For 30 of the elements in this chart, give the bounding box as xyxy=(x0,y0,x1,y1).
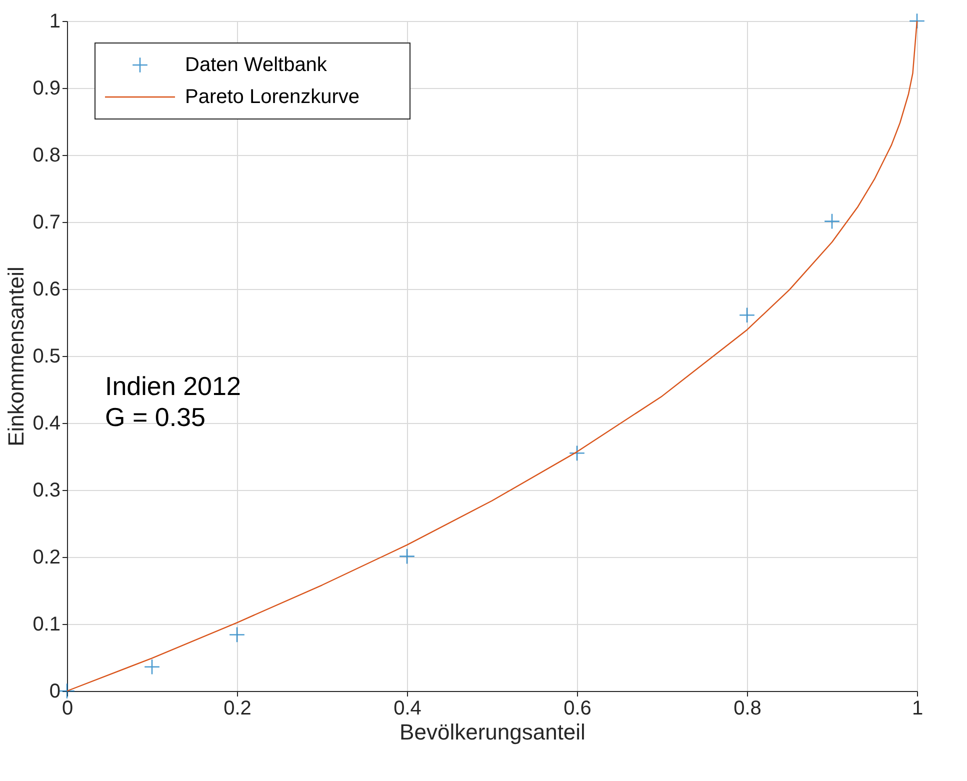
point xyxy=(144,658,160,675)
y-tick-label: 0.9 xyxy=(32,78,60,100)
y-tick-label: 0.4 xyxy=(32,412,60,434)
x-tick-label: 1 xyxy=(912,698,924,720)
y-tick-label: 0.1 xyxy=(32,614,60,636)
legend-label: Pareto Lorenzkurve xyxy=(185,86,360,108)
annotation: G = 0.35 xyxy=(105,402,206,432)
point xyxy=(824,213,840,230)
y-axis-title: Einkommensanteil xyxy=(4,266,29,446)
point xyxy=(58,682,76,700)
x-tick-label: 0.8 xyxy=(734,698,762,720)
point xyxy=(738,307,756,324)
x-tick-label: 0.2 xyxy=(224,698,252,720)
y-tick-label: 0.5 xyxy=(32,346,60,368)
x-axis-title: Bevölkerungsanteil xyxy=(400,720,586,744)
x-tick-label: 0.6 xyxy=(564,698,592,720)
legend-label: Daten Weltbank xyxy=(185,54,328,76)
y-tick-label: 0.3 xyxy=(32,480,60,502)
x-tick-label: 0.4 xyxy=(394,698,422,720)
point xyxy=(398,548,416,564)
point xyxy=(908,12,926,30)
y-tick-label: 1 xyxy=(49,10,60,32)
y-tick-label: 0.7 xyxy=(32,212,60,234)
point xyxy=(228,626,246,643)
y-tick-label: 0.8 xyxy=(32,144,60,166)
annotation: Indien 2012 xyxy=(105,371,241,401)
point xyxy=(568,445,586,462)
y-tick-label: 0.2 xyxy=(32,546,60,568)
y-tick-label: 0.6 xyxy=(32,278,60,300)
y-tick-label: 0 xyxy=(49,680,60,702)
